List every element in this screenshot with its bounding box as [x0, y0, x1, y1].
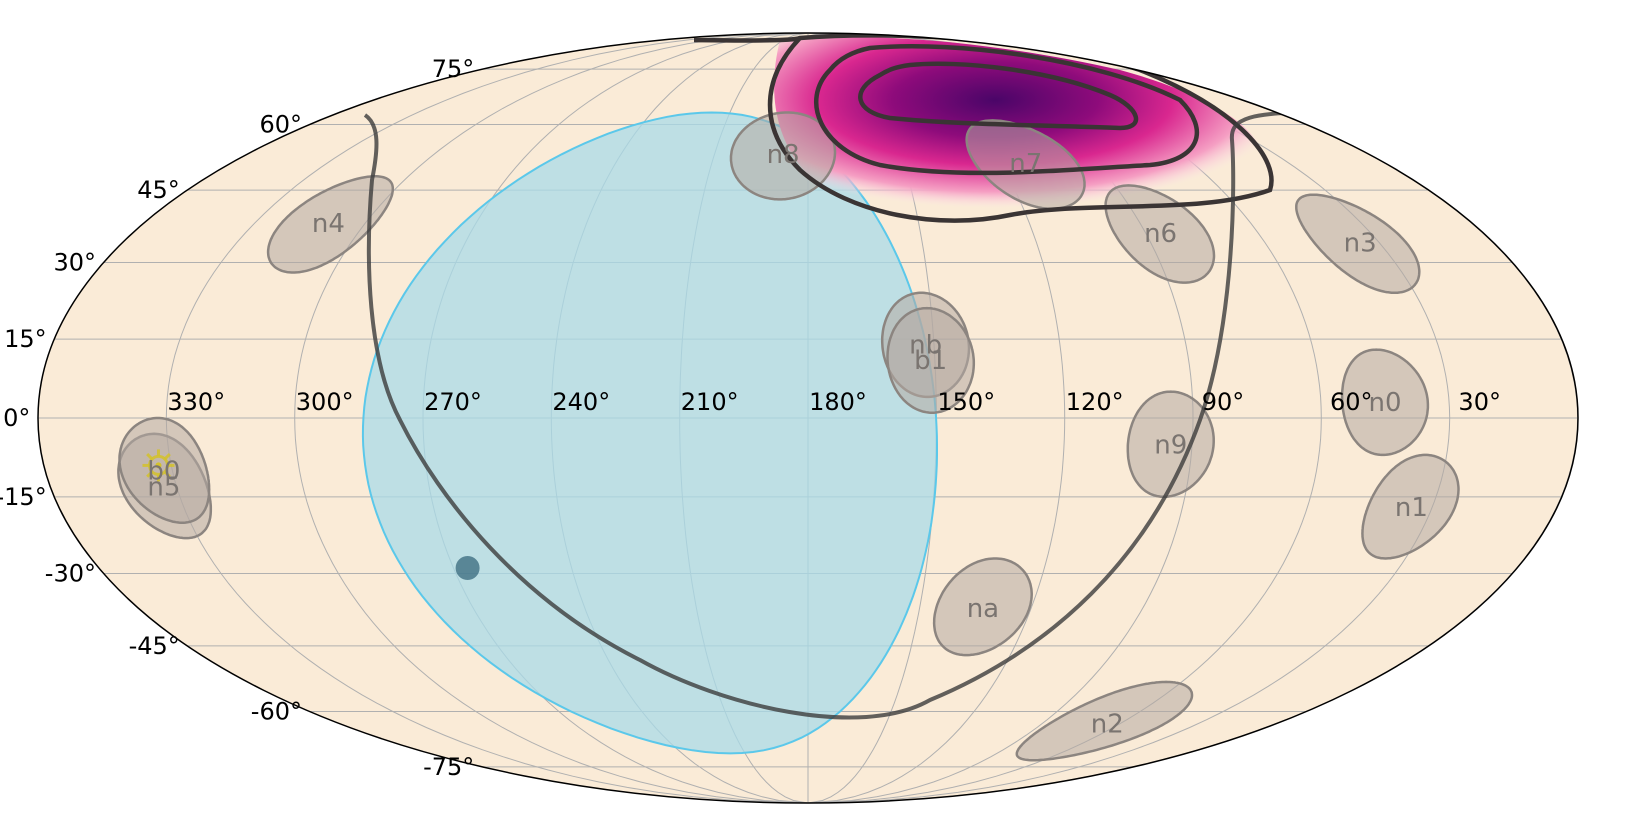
- dec-tick-label: 75°: [432, 55, 475, 83]
- galactic-center-marker: [455, 556, 480, 580]
- detector-n9-label: n9: [1154, 430, 1187, 460]
- detector-n8-label: n8: [767, 140, 800, 170]
- dec-tick-label: 15°: [4, 325, 47, 353]
- contour-inner: [858, 61, 1139, 131]
- earth-occultation: [361, 111, 938, 755]
- detector-na-label: na: [967, 594, 999, 624]
- detector-n3-region: [1295, 193, 1421, 295]
- detector-n2-region: [1015, 680, 1194, 762]
- ra-tick-label: 300°: [296, 388, 354, 416]
- dec-tick-label: 45°: [137, 176, 180, 204]
- detector-pointings: [117, 111, 1460, 762]
- ra-tick-label: 150°: [937, 388, 995, 416]
- detector-b1-region: [886, 306, 976, 414]
- contour-middle: [813, 44, 1199, 176]
- earth-occultation-region: [361, 111, 938, 755]
- ra-tick-label: 270°: [424, 388, 482, 416]
- dec-tick-label: 60°: [259, 111, 302, 139]
- galactic-plane: [363, 110, 1326, 720]
- dec-tick-label: -45°: [129, 632, 180, 660]
- detector-n1-region: [1361, 453, 1460, 560]
- sun-icon: [142, 449, 175, 482]
- detector-b1-label: b1: [914, 346, 947, 376]
- ra-tick-label: 120°: [1066, 388, 1124, 416]
- detector-n7-label: n7: [1009, 149, 1042, 179]
- detector-n2-label: n2: [1091, 710, 1124, 740]
- ra-tick-label: 210°: [681, 388, 739, 416]
- detector-n6-region: [1104, 184, 1216, 284]
- detector-nb-label: nb: [909, 330, 942, 360]
- sun-center: [155, 462, 162, 469]
- detector-n4-region: [266, 175, 395, 274]
- detector-n4-label: n4: [312, 209, 345, 239]
- tick-labels: 330° 300° 270° 240° 210° 180° 150° 120° 90° 60° 30…: [0, 55, 1501, 781]
- map-frame: [37, 32, 1579, 804]
- sun-disk: [147, 454, 169, 476]
- ra-tick-label: 90°: [1202, 388, 1245, 416]
- detector-labels: n0 n1 n2 n3 n4 n5 n6 n7 n8 n9 na nb b0 b1: [147, 140, 1428, 739]
- detector-n6-label: n6: [1144, 219, 1177, 249]
- detector-na-region: [932, 557, 1033, 657]
- dec-tick-label: -75°: [423, 753, 474, 781]
- dec-tick-label: 30°: [53, 249, 96, 277]
- ra-tick-label: 30°: [1458, 388, 1501, 416]
- ra-tick-label: 60°: [1330, 388, 1373, 416]
- ra-tick-label: 180°: [809, 388, 867, 416]
- detector-n1-label: n1: [1395, 493, 1428, 523]
- detector-n3-label: n3: [1344, 229, 1377, 259]
- detector-n5-label: n5: [147, 472, 180, 502]
- detector-n0-label: n0: [1368, 388, 1401, 418]
- detector-b0-label: b0: [147, 457, 180, 487]
- detector-n0-region: [1340, 348, 1430, 457]
- dec-tick-label: -60°: [251, 698, 302, 726]
- ra-tick-label: 330°: [167, 388, 225, 416]
- ra-tick-label: 240°: [552, 388, 610, 416]
- galactic-plane-line: [363, 110, 1326, 720]
- contour-left-hook: [693, 35, 801, 43]
- dec-tick-label: -15°: [0, 483, 47, 511]
- dec-tick-label: -30°: [45, 560, 96, 588]
- dec-tick-label: 0°: [3, 404, 30, 432]
- meridian-line: [294, 33, 809, 803]
